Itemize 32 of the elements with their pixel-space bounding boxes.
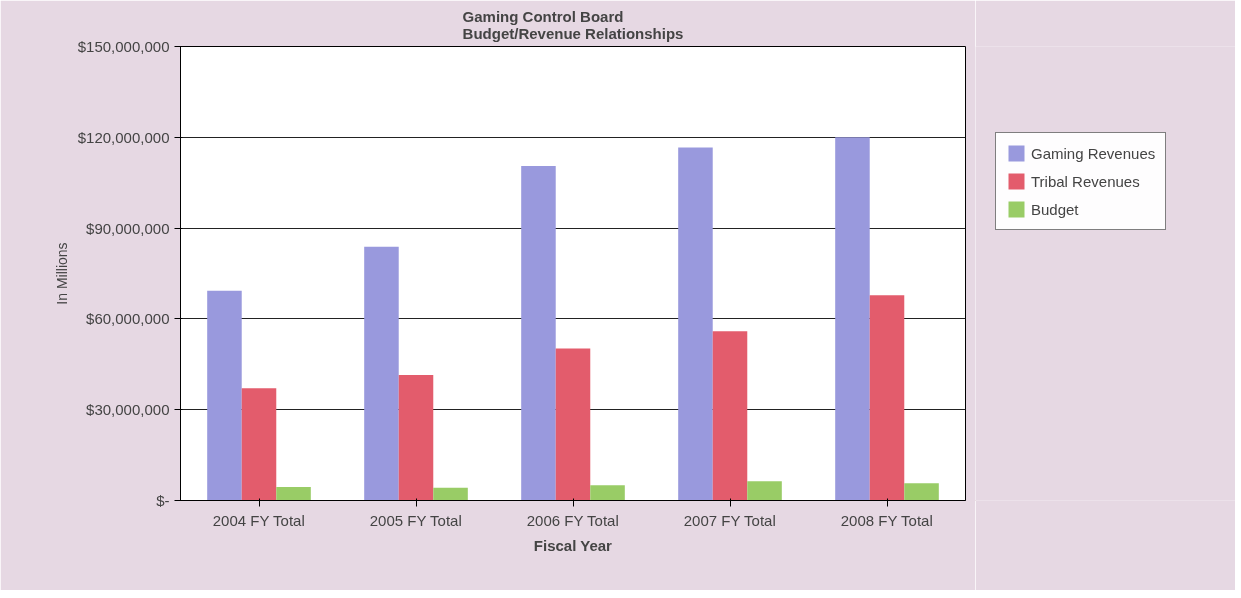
bar [904,483,939,501]
bar [364,246,399,501]
y-tick-label: $30,000,000 [86,401,170,419]
y-tick-label: $150,000,000 [77,38,170,55]
chart-title: Gaming Control Board Budget/Revenue Relationships [462,7,684,42]
x-axis-title: Fiscal Year [533,536,613,554]
bar [398,374,434,501]
x-tick-label: 2005 FY Total [369,511,462,529]
bar [241,388,277,501]
bar [207,290,242,501]
bar [276,486,311,501]
x-tick-label: 2006 FY Total [526,511,619,529]
legend-label: Budget [1031,200,1079,218]
y-tick-label: $120,000,000 [77,128,170,146]
legend-label: Gaming Revenues [1031,144,1156,162]
bar [835,137,870,501]
x-tick-label: 2007 FY Total [683,511,776,529]
bar [433,487,468,501]
bar [521,166,556,501]
y-tick-label: $60,000,000 [86,310,170,328]
bar [869,295,905,501]
x-tick-label: 2008 FY Total [840,511,933,529]
bar [555,348,591,501]
y-axis-title: In Millions [53,242,70,305]
bar [590,485,625,501]
bar [712,331,748,501]
bar [747,481,782,501]
bar [678,147,713,501]
y-tick-label: $90,000,000 [86,219,170,237]
x-tick-label: 2004 FY Total [212,511,305,529]
legend-label: Tribal Revenues [1031,172,1140,190]
y-tick-label: $- [156,492,170,509]
